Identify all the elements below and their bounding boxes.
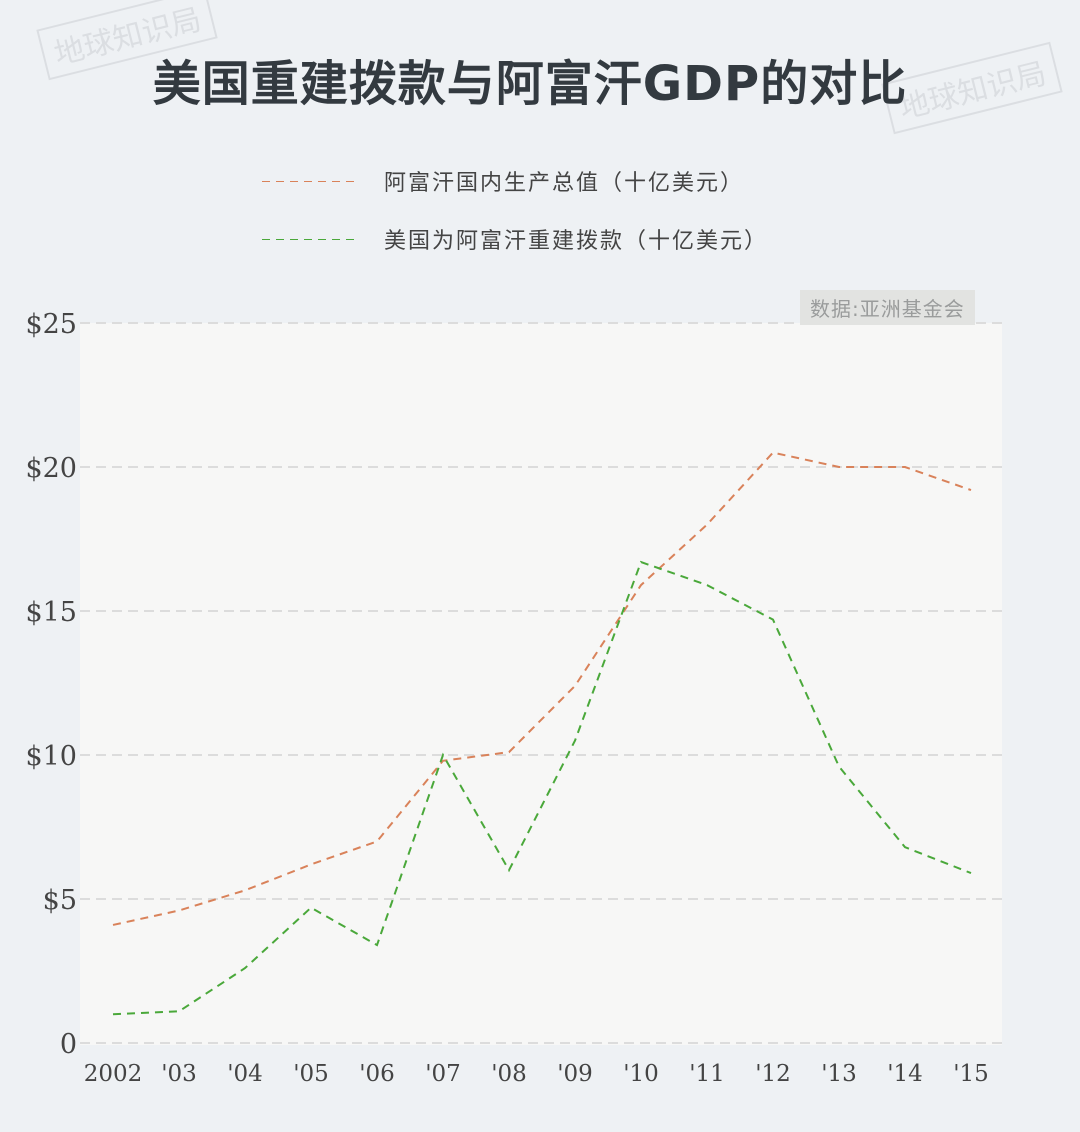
series-line-1 bbox=[112, 560, 972, 1016]
source-label: 数据:亚洲基金会 bbox=[800, 290, 975, 325]
x-tick-label: '12 bbox=[755, 1061, 791, 1087]
legend-item-aid: 美国为阿富汗重建拨款（十亿美元） bbox=[262, 210, 768, 268]
x-tick-label: '09 bbox=[557, 1061, 593, 1087]
plot-area bbox=[80, 323, 1002, 1045]
legend-label-gdp: 阿富汗国内生产总值（十亿美元） bbox=[384, 171, 745, 196]
y-axis-ticks: 0 $5 $10 $15 $20 $25 bbox=[25, 309, 77, 1060]
y-tick-label: 0 bbox=[60, 1029, 77, 1060]
x-tick-label: '07 bbox=[425, 1061, 461, 1087]
y-tick-label: $25 bbox=[25, 309, 77, 340]
series-lines bbox=[112, 451, 972, 1016]
x-axis-ticks: 2002 '03 '04 '05 '06 '07 '08 '09 '10 '11 '12 '13 '14… bbox=[84, 1061, 989, 1087]
y-tick-label: $10 bbox=[25, 741, 77, 772]
y-tick-label: $15 bbox=[25, 597, 77, 628]
x-tick-label: '04 bbox=[227, 1061, 263, 1087]
x-tick-label: '03 bbox=[161, 1061, 197, 1087]
legend-item-gdp: 阿富汗国内生产总值（十亿美元） bbox=[262, 152, 768, 210]
x-tick-label: '08 bbox=[491, 1061, 527, 1087]
x-tick-label: '10 bbox=[623, 1061, 659, 1087]
x-tick-label: '11 bbox=[689, 1061, 725, 1087]
y-tick-label: $5 bbox=[43, 885, 77, 916]
legend-label-aid: 美国为阿富汗重建拨款（十亿美元） bbox=[384, 229, 769, 254]
x-tick-label: '15 bbox=[953, 1061, 989, 1087]
x-tick-label: '06 bbox=[359, 1061, 395, 1087]
series-line-0 bbox=[112, 451, 972, 926]
x-tick-label: 2002 bbox=[84, 1061, 143, 1087]
legend: 阿富汗国内生产总值（十亿美元） 美国为阿富汗重建拨款（十亿美元） bbox=[262, 152, 768, 268]
chart-title: 美国重建拨款与阿富汗GDP的对比 bbox=[152, 56, 908, 112]
x-tick-label: '14 bbox=[887, 1061, 923, 1087]
y-tick-label: $20 bbox=[25, 453, 77, 484]
x-tick-label: '05 bbox=[293, 1061, 329, 1087]
x-tick-label: '13 bbox=[821, 1061, 857, 1087]
